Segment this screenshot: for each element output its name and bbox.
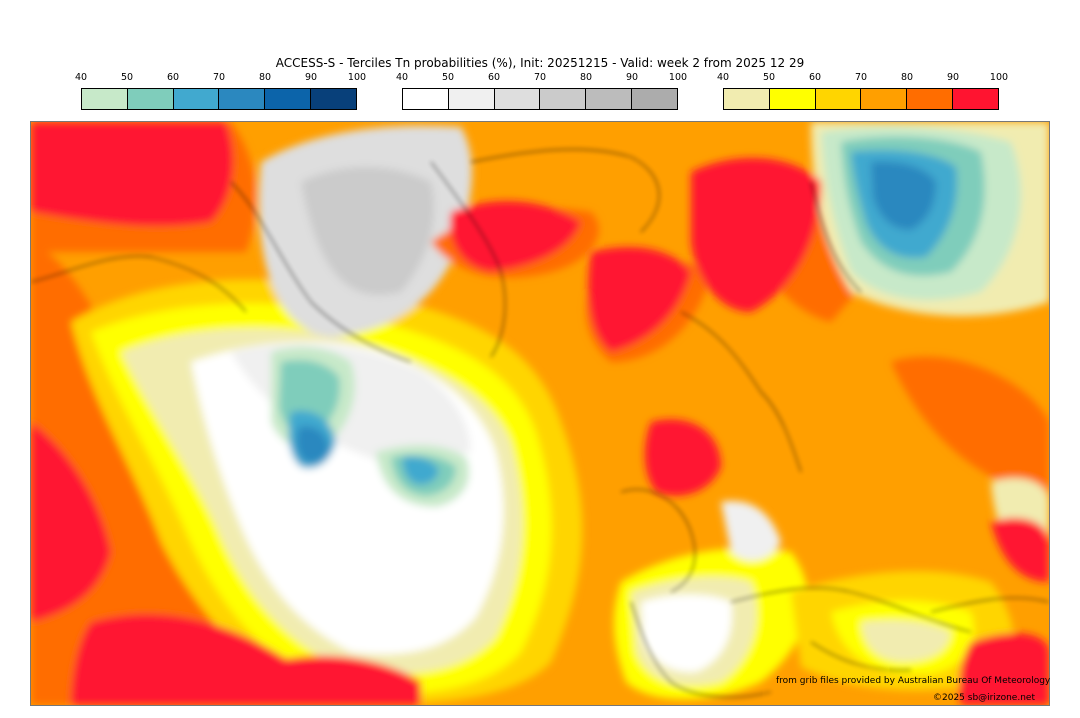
probability-field	[31, 122, 1049, 705]
legend-ticks: 40 50 60 70 80 90 100	[717, 72, 1008, 84]
legend-swatch	[586, 89, 633, 109]
source-credit: from grib files provided by Australian B…	[776, 676, 1051, 686]
legend-tick-label: 100	[668, 72, 688, 83]
legend-colorbar	[81, 88, 357, 110]
legend-tick-label: 90	[946, 72, 960, 83]
legend-near-normal: 40 50 60 70 80 90 100	[396, 72, 687, 114]
legend-swatch	[127, 89, 174, 109]
legend-swatch	[861, 89, 908, 109]
legend-swatch	[265, 89, 312, 109]
legend-tick-label: 70	[212, 72, 226, 83]
legend-tick-label: 100	[989, 72, 1009, 83]
legend-tick-label: 50	[762, 72, 776, 83]
legend-tick-label: 50	[441, 72, 455, 83]
legend-swatch	[769, 89, 816, 109]
legend-swatch	[907, 89, 954, 109]
legend-swatch	[448, 89, 495, 109]
probability-map	[30, 121, 1050, 706]
map-title: ACCESS-S - Terciles Tn probabilities (%)…	[275, 56, 805, 70]
legend-tick-label: 70	[533, 72, 547, 83]
legend-swatch	[219, 89, 266, 109]
legend-tick-label: 40	[395, 72, 409, 83]
legend-swatch	[953, 89, 998, 109]
legend-tick-label: 60	[487, 72, 501, 83]
map-canvas	[31, 122, 1049, 705]
legend-swatch	[815, 89, 862, 109]
copyright-credit: ©2025 sb@irizone.net	[933, 693, 1035, 703]
legend-colorbar	[402, 88, 678, 110]
legend-tick-label: 90	[625, 72, 639, 83]
legend-swatch	[724, 89, 770, 109]
legend-swatch	[403, 89, 449, 109]
legend-tick-label: 90	[304, 72, 318, 83]
coastlines	[31, 148, 1049, 698]
legend-tick-label: 40	[74, 72, 88, 83]
legend-swatch	[82, 89, 128, 109]
legend-tick-label: 80	[579, 72, 593, 83]
legend-swatch	[540, 89, 587, 109]
legend-tick-label: 60	[166, 72, 180, 83]
legend-swatch	[173, 89, 220, 109]
legend-ticks: 40 50 60 70 80 90 100	[396, 72, 687, 84]
legend-tick-label: 40	[716, 72, 730, 83]
legend-swatch	[494, 89, 541, 109]
legend-tick-label: 80	[258, 72, 272, 83]
legend-ticks: 40 50 60 70 80 90 100	[75, 72, 366, 84]
legend-tick-label: 60	[808, 72, 822, 83]
legend-tick-label: 80	[900, 72, 914, 83]
legend-below-normal: 40 50 60 70 80 90 100	[75, 72, 366, 114]
legend-tick-label: 100	[347, 72, 367, 83]
legend-swatch	[311, 89, 356, 109]
legend-tick-label: 70	[854, 72, 868, 83]
legend-above-normal: 40 50 60 70 80 90 100	[717, 72, 1008, 114]
legend-colorbar	[723, 88, 999, 110]
legend-swatch	[632, 89, 677, 109]
legend-tick-label: 50	[120, 72, 134, 83]
